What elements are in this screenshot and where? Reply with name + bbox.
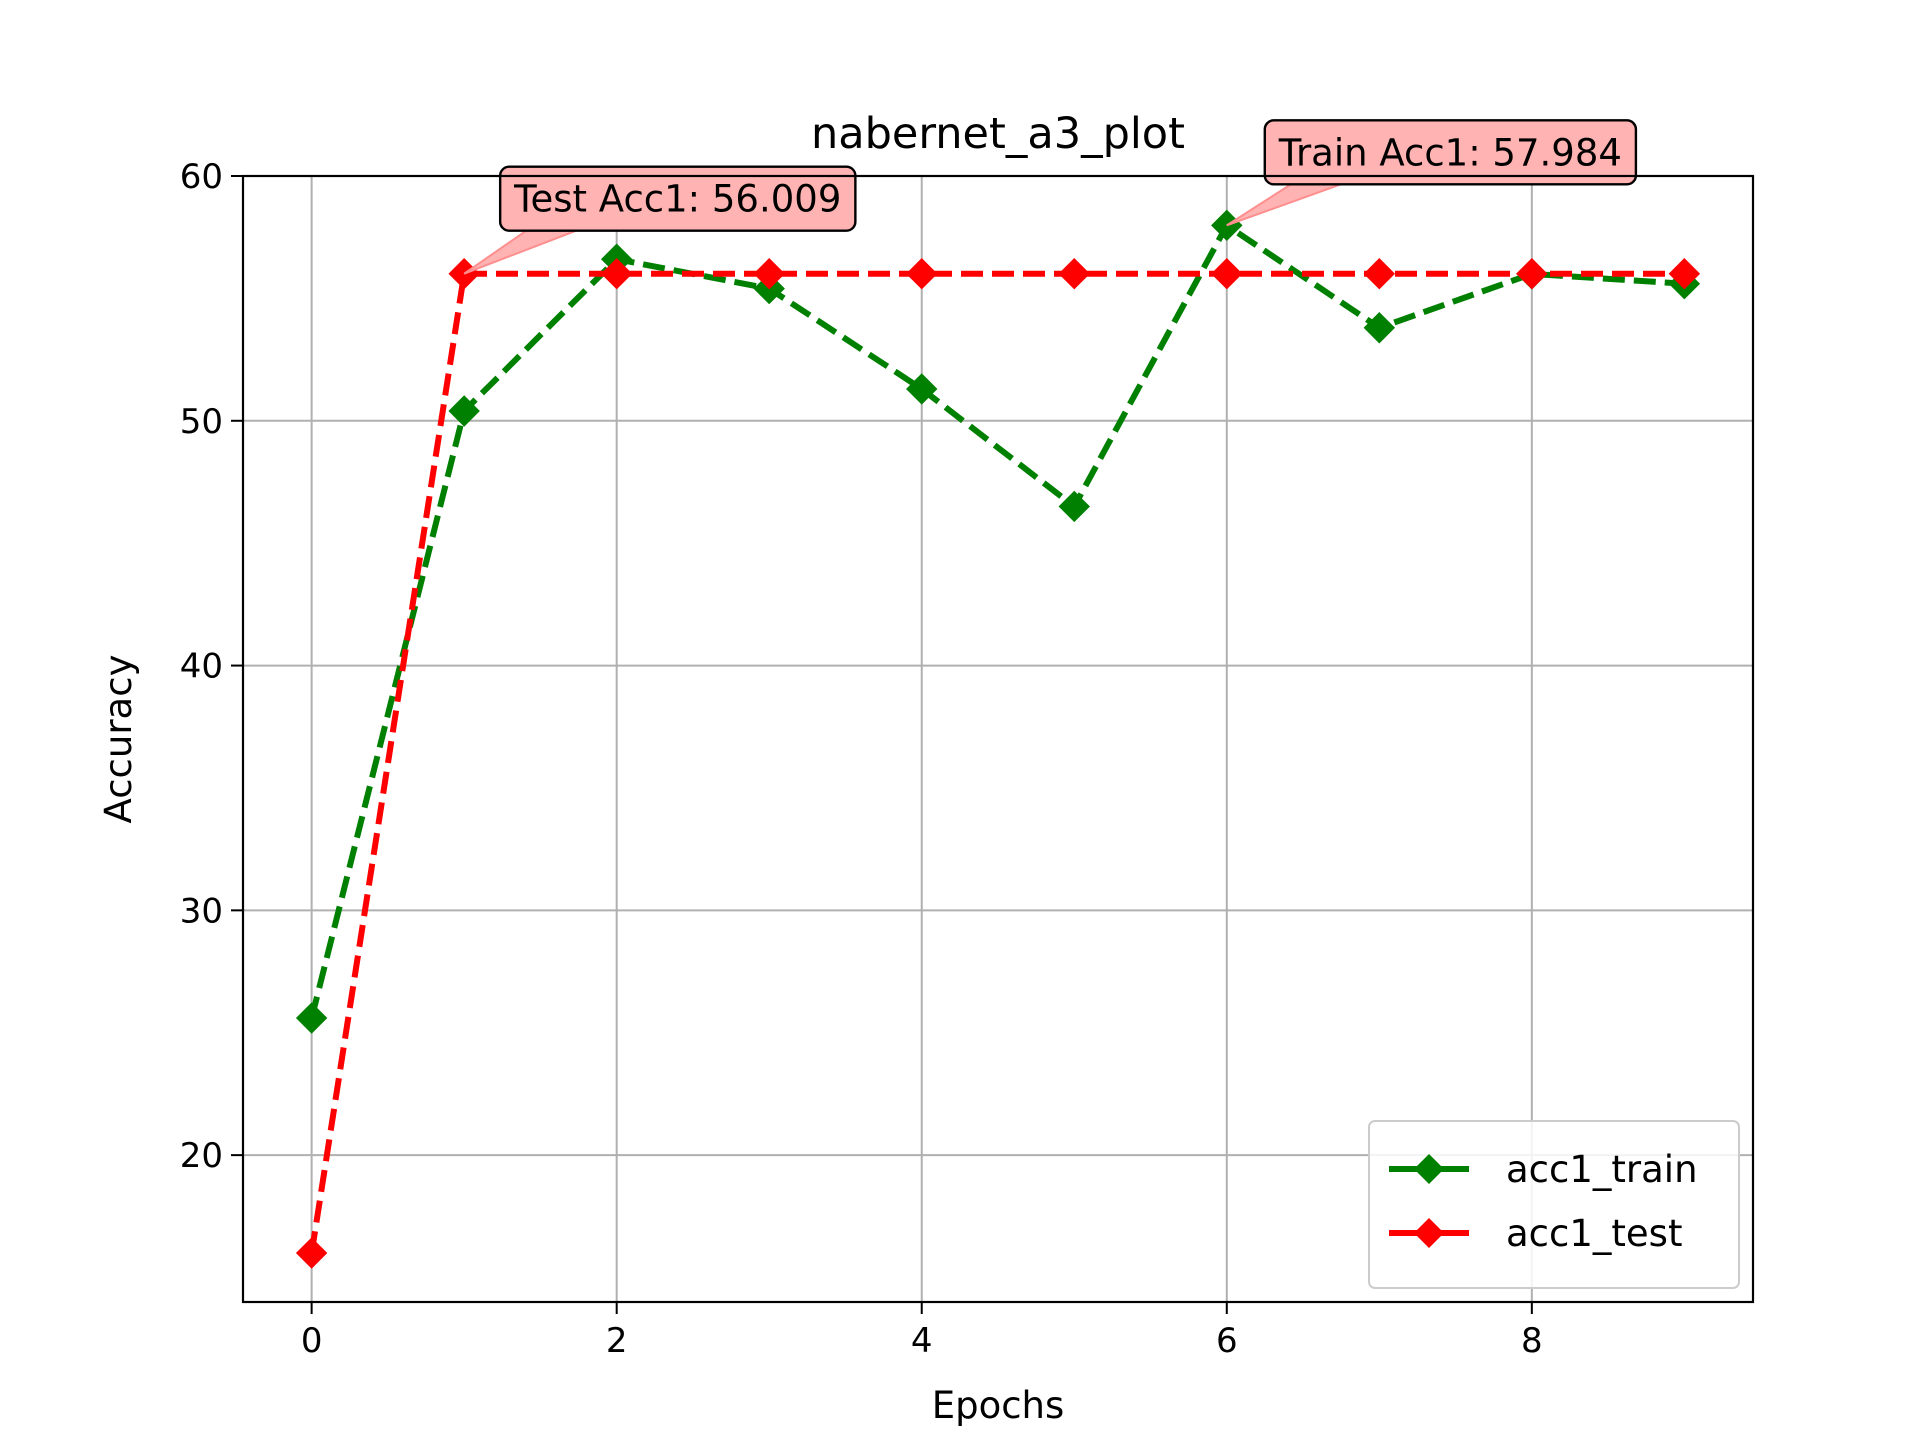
data-point bbox=[1363, 312, 1396, 344]
annotation: Train Acc1: 57.984 bbox=[1226, 119, 1638, 227]
data-point bbox=[1058, 490, 1090, 523]
x-axis-label: Epochs bbox=[932, 1384, 1065, 1427]
x-tick-label: 8 bbox=[1521, 1321, 1543, 1361]
data-point bbox=[295, 1237, 328, 1269]
y-tick-label: 30 bbox=[180, 891, 223, 931]
legend-item-acc1_test: acc1_test bbox=[1389, 1212, 1682, 1255]
x-tick-label: 6 bbox=[1216, 1321, 1238, 1361]
annotation-box bbox=[1263, 119, 1638, 186]
plot-frame bbox=[241, 174, 1755, 1304]
legend-label: acc1_train bbox=[1506, 1148, 1698, 1191]
x-tick-label: 2 bbox=[606, 1321, 628, 1361]
series-layer bbox=[295, 209, 1701, 1269]
y-axis-label: Accuracy bbox=[97, 655, 140, 824]
y-tick-label: 20 bbox=[180, 1136, 223, 1176]
annotation: Test Acc1: 56.009 bbox=[463, 165, 857, 275]
chart-title: nabernet_a3_plot bbox=[811, 109, 1185, 159]
annotation-text: Train Acc1: 57.984 bbox=[1278, 131, 1622, 174]
data-point bbox=[1668, 257, 1701, 290]
axis-ticks: 0 2 4 6 8 20 30 40 50 60 bbox=[180, 157, 1543, 1361]
annotations: Test Acc1: 56.009 Train Acc1: 57.984 bbox=[463, 119, 1638, 275]
data-point bbox=[1516, 257, 1548, 290]
legend-swatch-marker bbox=[1414, 1154, 1444, 1184]
x-tick-label: 4 bbox=[911, 1321, 933, 1361]
data-point bbox=[906, 257, 938, 290]
legend-swatch-marker bbox=[1414, 1218, 1444, 1248]
series-line bbox=[308, 270, 1685, 1254]
data-point bbox=[1211, 257, 1243, 290]
data-point bbox=[295, 1002, 328, 1034]
data-point bbox=[1058, 257, 1090, 290]
series-line bbox=[308, 222, 1685, 1019]
legend-box bbox=[1368, 1120, 1740, 1289]
y-tick-label: 50 bbox=[180, 402, 223, 442]
legend-label: acc1_test bbox=[1506, 1212, 1682, 1255]
legend: acc1_train acc1_test bbox=[1368, 1120, 1740, 1289]
series-acc1_test bbox=[295, 257, 1701, 1269]
annotation-box bbox=[498, 165, 857, 232]
annotation-text: Test Acc1: 56.009 bbox=[513, 178, 841, 221]
legend-item-acc1_train: acc1_train bbox=[1389, 1148, 1698, 1191]
data-point bbox=[906, 373, 938, 405]
data-point bbox=[753, 257, 785, 290]
x-tick-label: 0 bbox=[301, 1321, 323, 1361]
data-point bbox=[1363, 257, 1396, 290]
data-point bbox=[448, 395, 480, 427]
y-tick-label: 60 bbox=[180, 157, 223, 197]
data-point bbox=[600, 257, 633, 290]
y-tick-label: 40 bbox=[180, 647, 223, 687]
